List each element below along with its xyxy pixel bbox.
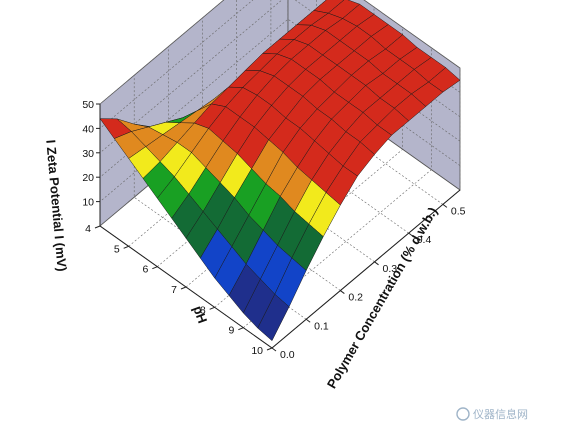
conc-gridline — [133, 75, 307, 320]
z-tick-label: 30 — [82, 148, 94, 160]
y-axis-line — [271, 189, 461, 349]
x-tick-label: 5 — [114, 243, 120, 255]
conc-gridline — [270, 0, 444, 205]
y-tick-mark — [442, 203, 448, 208]
x-tick-mark — [123, 245, 129, 249]
x-tick-label: 7 — [171, 284, 177, 296]
watermark: 仪器信息网 — [456, 407, 528, 421]
chart-axes: 10 20 30 40 50 4 5 6 7 8 9 10 0.0 0.1 0.2 0.3 0.4 0.5 — [82, 99, 465, 361]
y-tick-label: 0.3 — [383, 263, 398, 275]
y-tick-label: 0.0 — [280, 349, 295, 361]
x-tick-label: 4 — [85, 223, 91, 235]
y-tick-mark — [271, 347, 277, 352]
z-tick-label: 50 — [82, 99, 94, 111]
conc-gridline — [236, 0, 409, 234]
y-tick-mark — [374, 261, 379, 266]
x-tick-label: 8 — [200, 304, 206, 316]
y-tick-mark — [305, 318, 311, 323]
x-tick-mark — [238, 327, 244, 331]
x-tick-label: 6 — [142, 264, 148, 276]
z-tick-label: 40 — [82, 123, 94, 135]
x-axis-label: pH — [190, 304, 210, 325]
y-tick-label: 0.5 — [451, 205, 466, 217]
watermark-text: 仪器信息网 — [473, 407, 528, 421]
x-tick-label: 9 — [228, 325, 234, 337]
y-tick-mark — [408, 232, 414, 237]
watermark-logo-icon — [456, 407, 470, 421]
y-tick-mark — [340, 290, 345, 294]
x-tick-mark — [152, 266, 158, 270]
y-tick-label: 0.1 — [314, 320, 329, 332]
y-tick-label: 0.2 — [348, 292, 363, 304]
conc-gridline — [202, 17, 375, 263]
x-tick-mark — [94, 225, 101, 229]
x-tick-label: 10 — [251, 345, 263, 357]
z-tick-label: 10 — [82, 197, 94, 209]
x-tick-mark — [266, 347, 273, 351]
conc-gridline — [168, 46, 341, 291]
z-tick-label: 20 — [82, 172, 94, 184]
y-tick-label: 0.4 — [417, 234, 432, 246]
x-tick-mark — [209, 306, 215, 310]
surface-mesh — [99, 0, 461, 341]
ph-gridline — [243, 47, 432, 328]
x-tick-mark — [180, 286, 187, 290]
z-axis-label: I Zeta Potential I (mV) — [43, 139, 69, 272]
surface-patch — [257, 293, 290, 341]
